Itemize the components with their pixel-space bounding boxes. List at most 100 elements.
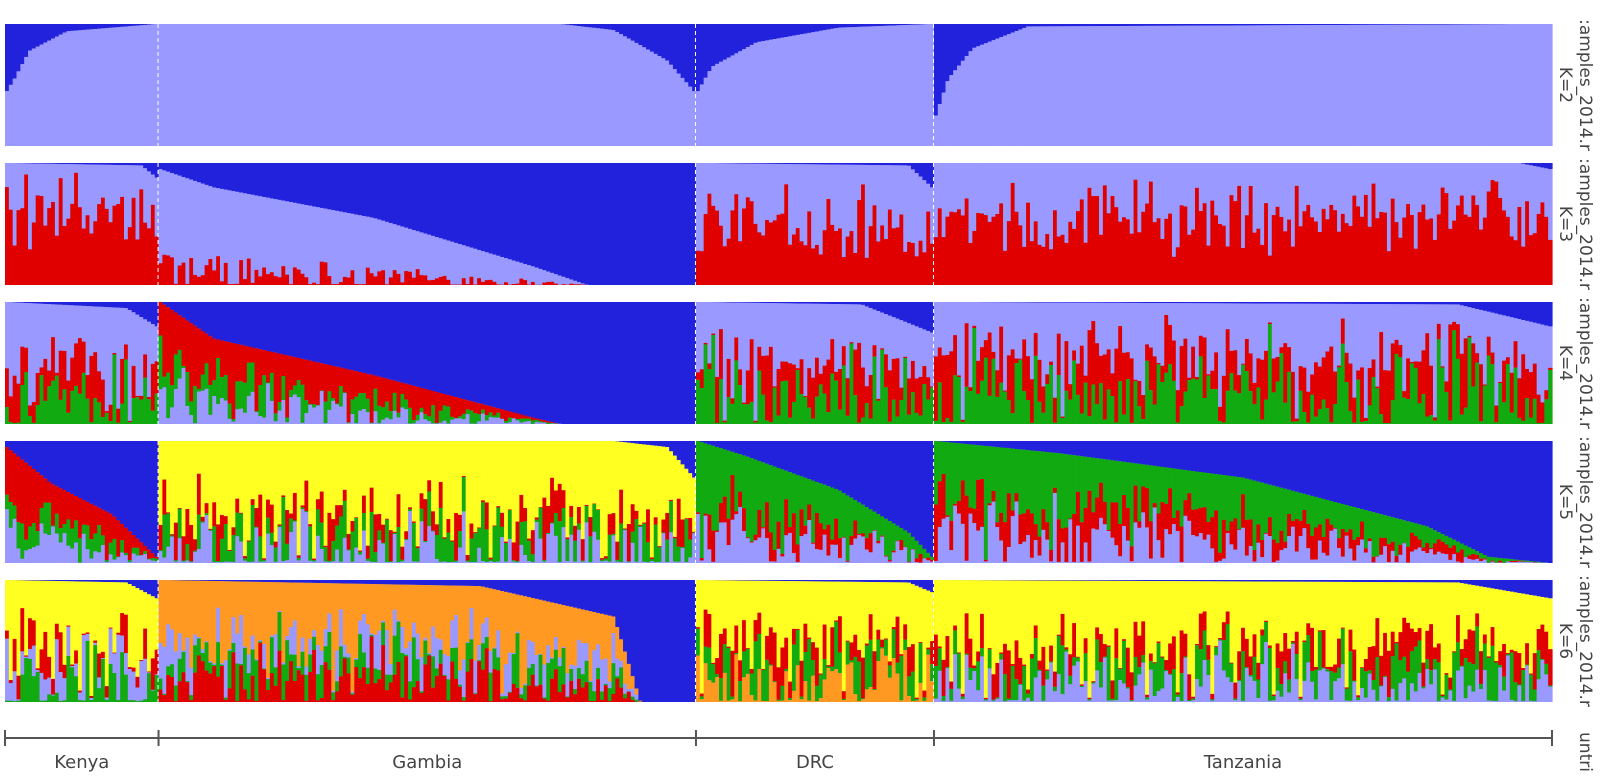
ancestry-segment	[434, 237, 440, 279]
ancestry-segment	[1091, 384, 1096, 424]
ancestry-segment	[1187, 520, 1192, 563]
ancestry-segment	[542, 441, 547, 498]
ancestry-segment	[296, 203, 302, 270]
ancestry-segment	[116, 700, 121, 702]
ancestry-segment	[1271, 441, 1277, 486]
ancestry-segment	[1352, 397, 1357, 423]
ancestry-segment	[1099, 482, 1104, 518]
ancestry-segment	[776, 415, 782, 424]
ancestry-segment	[937, 163, 943, 209]
ancestry-segment	[1083, 382, 1089, 424]
ancestry-segment	[89, 581, 94, 696]
ancestry-segment	[1528, 165, 1534, 236]
ancestry-segment	[388, 223, 394, 278]
ancestry-segment	[89, 163, 94, 165]
ancestry-segment	[39, 303, 44, 368]
ancestry-segment	[1102, 501, 1108, 525]
ancestry-segment	[557, 275, 563, 285]
ancestry-segment	[1267, 536, 1273, 563]
ancestry-segment	[838, 164, 843, 229]
ancestry-segment	[1367, 541, 1373, 563]
ancestry-segment	[884, 387, 889, 424]
ancestry-segment	[1314, 416, 1319, 424]
ancestry-segment	[1171, 524, 1177, 563]
ancestry-segment	[93, 398, 98, 424]
ancestry-segment	[504, 282, 509, 285]
ancestry-segment	[838, 24, 843, 28]
ancestry-segment	[676, 498, 682, 547]
ancestry-segment	[277, 525, 282, 528]
ancestry-segment	[481, 281, 486, 285]
ancestry-segment	[1482, 441, 1488, 555]
ancestry-segment	[1333, 441, 1338, 502]
ancestry-segment	[473, 248, 478, 285]
ancestry-segment	[1064, 341, 1069, 391]
ancestry-segment	[423, 302, 428, 389]
ancestry-segment	[849, 231, 854, 285]
ancestry-segment	[5, 406, 10, 424]
ancestry-segment	[607, 163, 613, 285]
ancestry-segment	[346, 277, 352, 285]
ancestry-segment	[415, 548, 421, 562]
ancestry-segment	[1340, 343, 1346, 424]
ancestry-segment	[1229, 25, 1234, 147]
ancestry-segment	[1022, 339, 1027, 392]
ancestry-segment	[166, 372, 171, 419]
ancestry-segment	[887, 561, 893, 563]
ancestry-segment	[154, 561, 160, 563]
ancestry-segment	[530, 562, 536, 563]
ancestry-segment	[1171, 468, 1177, 518]
ancestry-segment	[177, 508, 183, 539]
ancestry-segment	[849, 302, 854, 305]
ancestry-segment	[887, 441, 893, 522]
ancestry-segment	[28, 303, 33, 406]
ancestry-segment	[1417, 24, 1423, 25]
ancestry-segment	[127, 441, 133, 532]
ancestry-segment	[74, 496, 79, 521]
ancestry-segment	[1233, 24, 1238, 26]
ancestry-segment	[369, 512, 375, 562]
ancestry-segment	[243, 412, 248, 424]
ancestry-segment	[373, 552, 378, 563]
ancestry-segment	[976, 163, 981, 213]
ancestry-segment	[1114, 163, 1119, 208]
ancestry-segment	[408, 271, 413, 285]
ancestry-segment	[300, 509, 306, 563]
ancestry-segment	[427, 389, 432, 417]
ancestry-segment	[28, 441, 33, 466]
ancestry-segment	[147, 321, 152, 398]
ancestry-segment	[887, 560, 893, 562]
ancestry-segment	[1133, 463, 1139, 486]
ancestry-segment	[51, 163, 56, 164]
ancestry-segment	[941, 518, 947, 563]
ancestry-segment	[1479, 229, 1484, 285]
ancestry-segment	[1018, 544, 1023, 563]
ancestry-segment	[1467, 558, 1472, 563]
ancestry-segment	[726, 24, 732, 58]
ancestry-segment	[1137, 406, 1142, 424]
ancestry-segment	[1383, 370, 1388, 424]
ancestry-segment	[1049, 302, 1054, 303]
ancestry-segment	[1129, 233, 1135, 285]
ancestry-segment	[89, 29, 94, 146]
ancestry-segment	[845, 441, 851, 496]
ancestry-segment	[477, 163, 482, 250]
ancestry-segment	[8, 24, 14, 85]
ancestry-segment	[1118, 441, 1123, 462]
ancestry-segment	[980, 24, 985, 45]
ancestry-segment	[200, 522, 206, 563]
ancestry-segment	[1302, 211, 1307, 285]
ancestry-segment	[116, 27, 121, 147]
ancestry-segment	[1413, 523, 1419, 537]
ancestry-segment	[154, 163, 160, 178]
ancestry-segment	[1375, 513, 1380, 557]
ancestry-segment	[20, 580, 25, 609]
ancestry-segment	[1214, 389, 1219, 424]
ancestry-segment	[784, 184, 789, 285]
ancestry-segment	[300, 204, 306, 274]
ancestry-segment	[1383, 538, 1388, 547]
ancestry-segment	[811, 480, 816, 543]
ancestry-segment	[338, 282, 344, 285]
ancestry-segment	[419, 508, 425, 522]
ancestry-segment	[780, 556, 785, 563]
